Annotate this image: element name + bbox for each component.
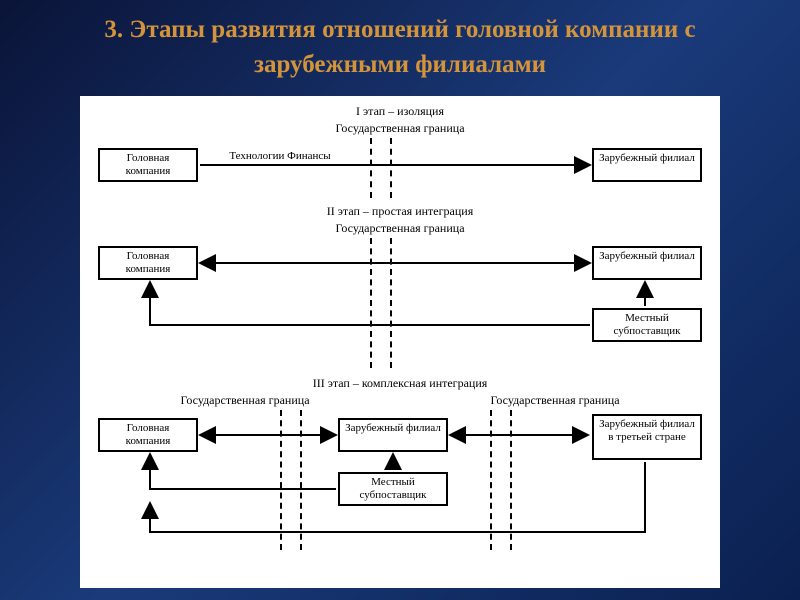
diagram: I этап – изоляция Государственная границ…: [80, 96, 720, 588]
border-dash: [490, 410, 492, 550]
stage-3: III этап – комплексная интеграция Госуда…: [90, 376, 710, 576]
node-supplier: Местный субпоставщик: [338, 472, 448, 506]
border-dash: [280, 410, 282, 550]
border-dash: [300, 410, 302, 550]
node-supplier: Местный субпоставщик: [592, 308, 702, 342]
stage-3-border-label-right: Государственная граница: [400, 393, 710, 408]
node-branch: Зарубежный филиал: [592, 246, 702, 280]
stage-3-title: III этап – комплексная интеграция: [90, 376, 710, 391]
stage-1: I этап – изоляция Государственная границ…: [90, 104, 710, 200]
page-title: 3. Этапы развития отношений головной ком…: [0, 0, 800, 88]
border-dash: [510, 410, 512, 550]
stage-1-title: I этап – изоляция: [90, 104, 710, 119]
node-branch: Зарубежный филиал: [592, 148, 702, 182]
node-parent: Головная компания: [98, 148, 198, 182]
stage-3-border-labels: Государственная граница Государственная …: [90, 393, 710, 408]
node-parent: Головная компания: [98, 418, 198, 452]
border-dash: [370, 238, 372, 368]
stage-1-border-label: Государственная граница: [90, 121, 710, 136]
stage-2-border-label: Государственная граница: [90, 221, 710, 236]
stage-2: II этап – простая интеграция Государстве…: [90, 204, 710, 374]
stage-2-title: II этап – простая интеграция: [90, 204, 710, 219]
flow-label-tech-fin: Технологии Финансы: [220, 150, 340, 163]
border-dash: [370, 138, 372, 198]
border-dash: [390, 138, 392, 198]
stage-3-border-label-left: Государственная граница: [90, 393, 400, 408]
node-parent: Головная компания: [98, 246, 198, 280]
node-branch: Зарубежный филиал: [338, 418, 448, 452]
node-branch-third: Зарубежный филиал в третьей стране: [592, 414, 702, 460]
border-dash: [390, 238, 392, 368]
